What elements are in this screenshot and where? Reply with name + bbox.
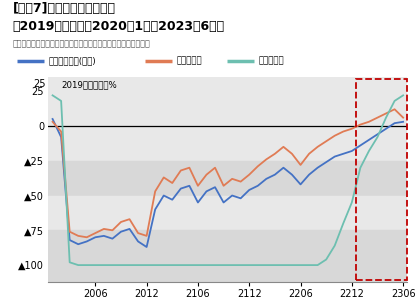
Bar — [48, 161, 407, 195]
Text: （2019年同月比、2020年1月〜2023年6月）: （2019年同月比、2020年1月〜2023年6月） — [13, 20, 225, 33]
Text: うち日本人: うち日本人 — [176, 56, 202, 65]
Text: [図表7]延べ宿泊者数の推移: [図表7]延べ宿泊者数の推移 — [13, 2, 116, 15]
Bar — [48, 77, 407, 126]
Text: 2019年同月比、%: 2019年同月比、% — [61, 80, 117, 89]
Bar — [48, 126, 407, 161]
Bar — [48, 230, 407, 282]
Text: うち外国人: うち外国人 — [258, 56, 284, 65]
Text: 出所：「宿泊旅行統計調査」をもとにニッセイ基礎研究所が作成: 出所：「宿泊旅行統計調査」をもとにニッセイ基礎研究所が作成 — [13, 39, 150, 48]
Text: 延べ宿泊者数(全体): 延べ宿泊者数(全体) — [48, 56, 96, 65]
Bar — [356, 79, 407, 280]
Text: 25: 25 — [33, 79, 46, 89]
Bar — [48, 195, 407, 230]
